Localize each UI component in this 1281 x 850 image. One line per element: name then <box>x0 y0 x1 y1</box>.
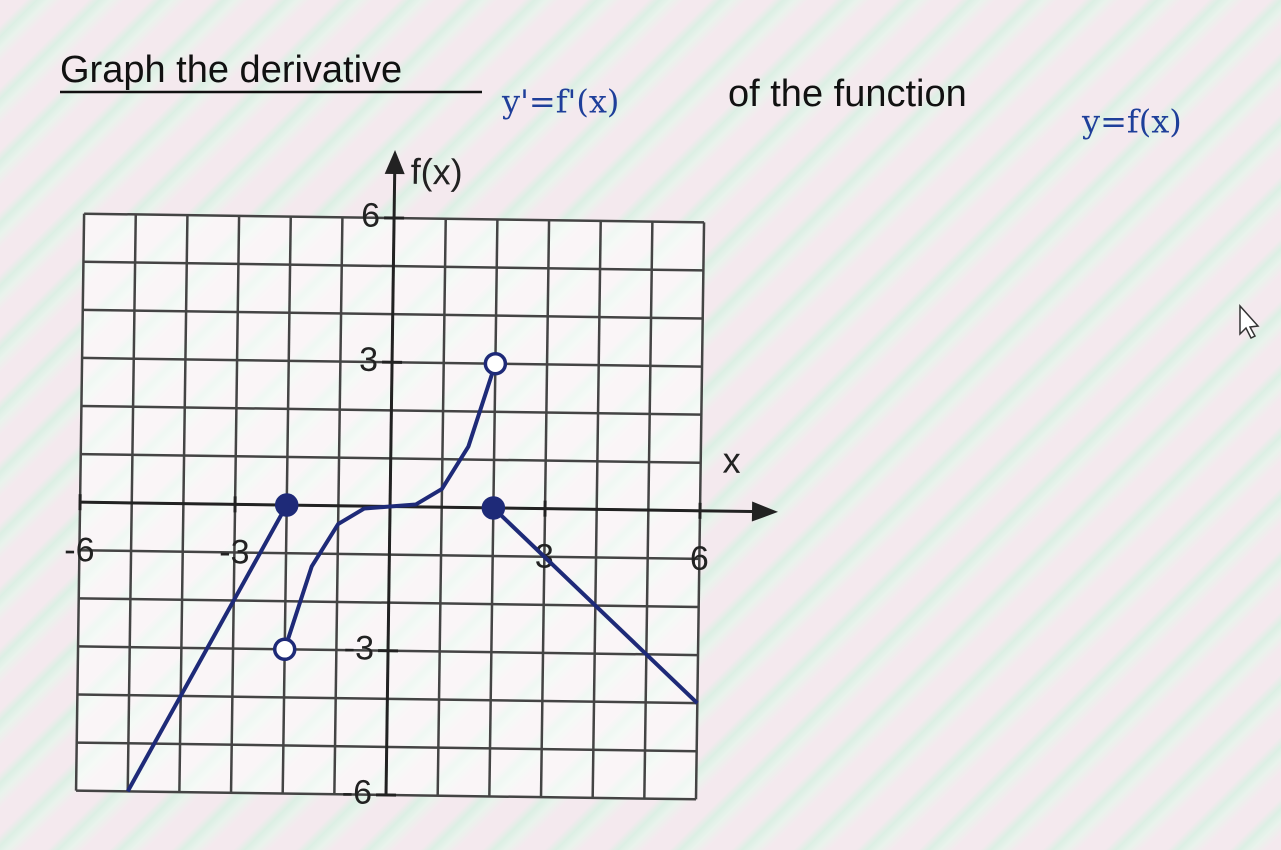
x-tick-label: -6 <box>64 531 95 569</box>
cursor <box>1239 304 1260 340</box>
plot: f(x)x-6 -3 3 6-6-336 <box>64 150 779 812</box>
x-tick-label: 6 <box>690 540 709 578</box>
y-axis <box>384 168 397 795</box>
y-tick-label: 6 <box>361 197 380 235</box>
closed-endpoint <box>481 496 506 520</box>
function-piece <box>125 504 289 793</box>
prompt: Graph the derivative <box>60 49 402 91</box>
prompt-middle: of the function <box>728 73 967 115</box>
function-piece <box>491 506 699 705</box>
y-arrow <box>384 150 405 175</box>
x-arrow <box>751 501 779 522</box>
closed-endpoint <box>274 493 299 517</box>
open-endpoint <box>272 637 297 662</box>
function-label: y=f(x) <box>1081 103 1182 141</box>
derivative-label: y'=f'(x) <box>501 83 619 121</box>
y-tick-label: 3 <box>359 341 378 379</box>
y-tick-label: -6 <box>342 773 373 811</box>
y-axis-label: f(x) <box>410 151 463 193</box>
x-axis-label: x <box>722 440 741 481</box>
x-axis <box>80 500 761 514</box>
function-piece <box>282 363 498 650</box>
y-tick-label: -3 <box>344 629 375 667</box>
x-tick-label: -3 <box>219 533 250 571</box>
open-endpoint <box>483 351 508 376</box>
